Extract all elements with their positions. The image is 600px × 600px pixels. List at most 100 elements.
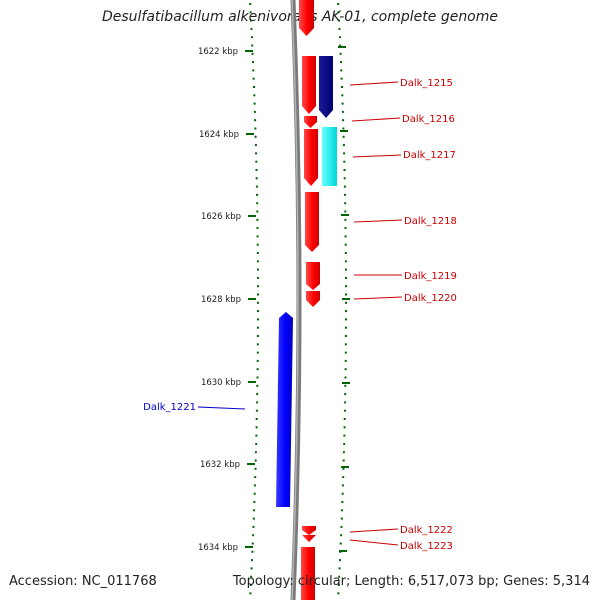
tick-dot xyxy=(256,218,259,221)
kbp-tick: 1622 kbp xyxy=(198,47,253,57)
tick-dot xyxy=(337,584,340,586)
tick-dot xyxy=(344,343,347,346)
tick-dot xyxy=(343,426,346,429)
tick-dot xyxy=(251,52,254,55)
tick-dot xyxy=(344,243,347,246)
tick-dot xyxy=(344,351,347,354)
tick-dot xyxy=(344,202,347,205)
gene-label-dalk-1217[interactable]: Dalk_1217 xyxy=(352,150,456,161)
tick-dot xyxy=(341,501,344,503)
gene-dalk-1216 xyxy=(304,116,317,128)
right-major-ticks xyxy=(338,46,350,552)
gene-label-text[interactable]: Dalk_1217 xyxy=(403,150,456,161)
tick-dot xyxy=(252,517,255,520)
gene-fragment-top xyxy=(299,0,314,36)
gene-label-dalk-1221[interactable]: Dalk_1221 xyxy=(143,402,246,413)
gene-label-dalk-1219[interactable]: Dalk_1219 xyxy=(354,271,457,282)
tick-dot xyxy=(344,376,347,379)
tick-dot xyxy=(255,418,258,420)
tick-dot xyxy=(254,135,257,138)
gene-label-dalk-1223[interactable]: Dalk_1223 xyxy=(349,539,453,552)
tick-dot xyxy=(339,559,341,562)
tick-dot xyxy=(344,368,347,371)
tick-dot xyxy=(344,193,346,196)
gene-label-text[interactable]: Dalk_1223 xyxy=(400,541,453,552)
tick-dot xyxy=(342,144,345,147)
gene-label-text[interactable]: Dalk_1219 xyxy=(404,271,457,282)
gene-dalk-1223 xyxy=(302,535,316,542)
tick-dot xyxy=(253,110,256,113)
gene-label-text[interactable]: Dalk_1218 xyxy=(404,216,457,227)
gene-dalk-1221 xyxy=(276,312,293,507)
tick-dot xyxy=(338,27,341,30)
gene-label-dalk-1220[interactable]: Dalk_1220 xyxy=(353,293,457,304)
tick-dot xyxy=(345,285,347,288)
kbp-tick: 1626 kbp xyxy=(201,212,256,222)
tick-dot xyxy=(255,160,258,163)
kbp-tick-label: 1626 kbp xyxy=(201,212,241,222)
tick-dot xyxy=(256,202,259,205)
tick-dot xyxy=(249,584,252,586)
tick-dot xyxy=(257,276,259,279)
kbp-tick: 1630 kbp xyxy=(201,378,256,388)
tick-dot xyxy=(342,459,345,462)
tick-dot xyxy=(253,484,256,487)
kbp-tick: 1632 kbp xyxy=(200,460,255,470)
tick-dot xyxy=(344,268,347,271)
gene-label-text[interactable]: Dalk_1222 xyxy=(400,525,453,536)
tick-dot xyxy=(343,409,346,412)
tick-dot xyxy=(338,19,341,22)
tick-dot xyxy=(251,550,254,553)
kbp-tick: 1634 kbp xyxy=(198,543,253,553)
gene-label-dalk-1215[interactable]: Dalk_1215 xyxy=(349,78,453,89)
tick-dot xyxy=(344,210,347,213)
gene-label-dalk-1218[interactable]: Dalk_1218 xyxy=(353,216,457,227)
gene-label-dalk-1216[interactable]: Dalk_1216 xyxy=(351,114,455,125)
tick-dot xyxy=(338,575,341,578)
tick-dot xyxy=(342,451,345,454)
gene-label-text[interactable]: Dalk_1215 xyxy=(400,78,453,89)
genome-backbone xyxy=(290,0,302,600)
kbp-tick-label: 1632 kbp xyxy=(200,460,240,470)
tick-dot xyxy=(249,592,252,595)
tick-dot xyxy=(344,252,347,254)
gene-label-text[interactable]: Dalk_1221 xyxy=(143,402,196,413)
tick-dot xyxy=(342,135,345,138)
tick-dot xyxy=(250,567,253,570)
tick-dot xyxy=(255,177,258,180)
gene-label-dalk-1222[interactable]: Dalk_1222 xyxy=(349,525,453,536)
tick-dot xyxy=(341,509,344,512)
tick-dot xyxy=(250,27,253,30)
tick-dot xyxy=(343,442,346,445)
tick-dot xyxy=(337,592,340,595)
gene-label-text[interactable]: Dalk_1220 xyxy=(404,293,457,304)
tick-dot xyxy=(255,409,258,412)
tick-dot xyxy=(252,61,254,64)
tick-dot xyxy=(256,384,259,387)
gene-dalk-1218 xyxy=(305,192,319,252)
genome-summary-text: Topology: circular; Length: 6,517,073 bp… xyxy=(232,574,590,589)
tick-dot xyxy=(255,426,258,429)
gene-dalk-1215 xyxy=(302,56,316,114)
tick-dots-left xyxy=(249,3,259,595)
tick-dot xyxy=(252,69,255,72)
kbp-tick-label: 1622 kbp xyxy=(198,47,238,57)
kbp-tick-label: 1634 kbp xyxy=(198,543,238,553)
gene-dalk-1222 xyxy=(302,526,316,535)
kbp-tick-label: 1624 kbp xyxy=(199,130,239,140)
tick-dot xyxy=(255,185,258,188)
tick-dot xyxy=(252,525,255,528)
gene-dalk-1215-dark xyxy=(319,56,333,118)
tick-dot xyxy=(344,384,347,387)
tick-dot xyxy=(256,393,259,396)
tick-dot xyxy=(342,476,345,479)
tick-dot xyxy=(253,86,255,88)
tick-dots-right xyxy=(337,3,347,595)
tick-dot xyxy=(344,218,347,221)
tick-dot xyxy=(343,169,346,171)
tick-dot xyxy=(256,268,259,271)
gene-label-text[interactable]: Dalk_1216 xyxy=(402,114,455,125)
tick-dot xyxy=(251,559,253,562)
tick-dot xyxy=(257,301,259,304)
